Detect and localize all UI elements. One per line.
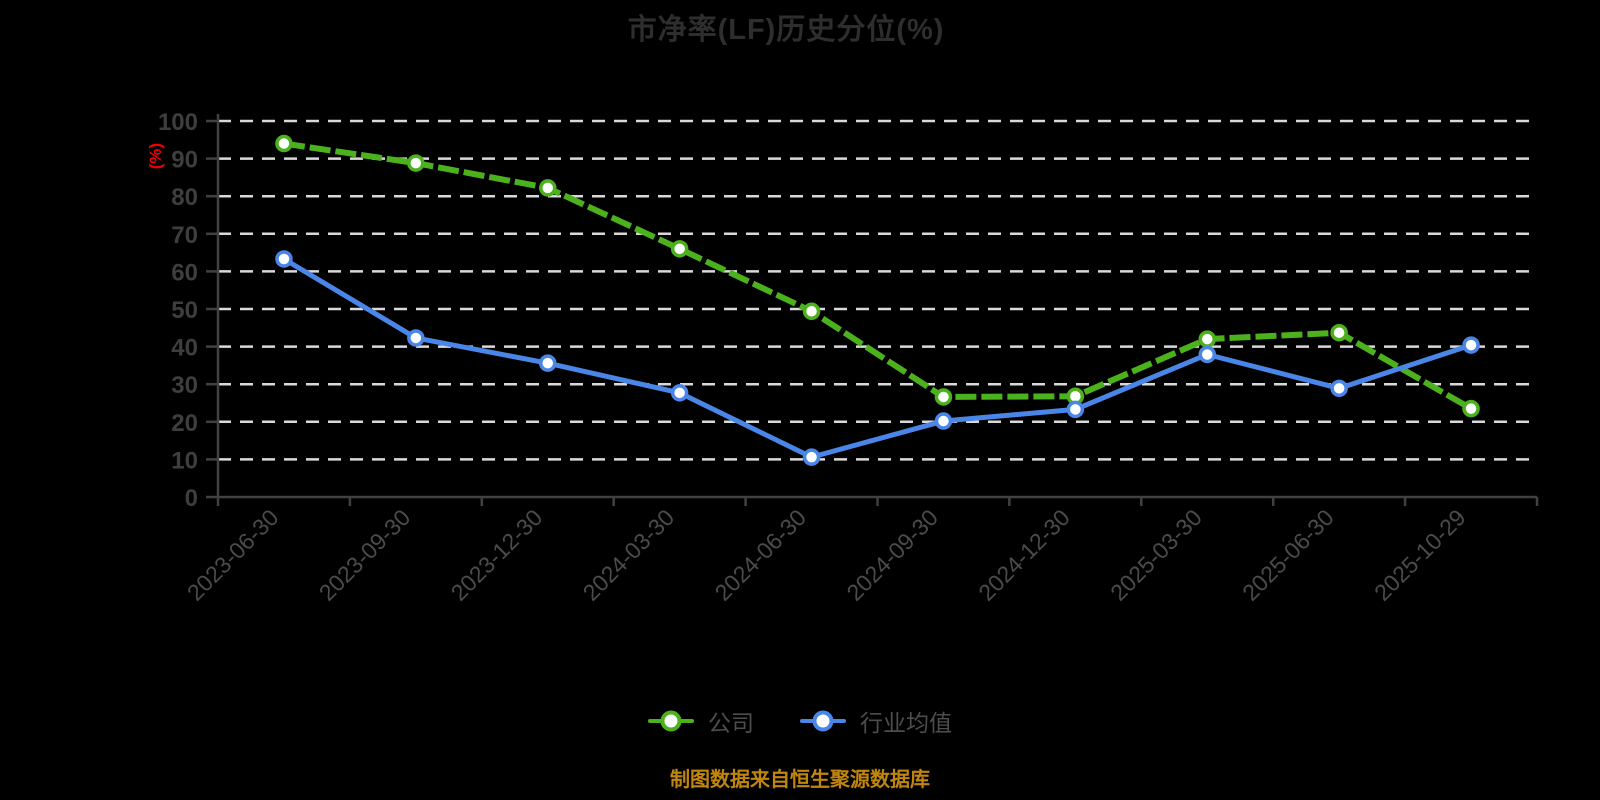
industry-dot-icon xyxy=(812,710,834,732)
industry-data-point[interactable] xyxy=(934,412,953,430)
company-data-point[interactable] xyxy=(275,134,293,153)
industry-data-point[interactable] xyxy=(1462,336,1480,354)
industry-data-point[interactable] xyxy=(1066,400,1085,419)
industry-data-point[interactable] xyxy=(539,354,557,372)
industry-data-point[interactable] xyxy=(1198,345,1216,364)
industry-data-point[interactable] xyxy=(407,329,425,347)
y-axis-tick-label: 20 xyxy=(171,410,198,437)
legend-label-industry-average: 行业均值 xyxy=(860,710,952,736)
industry-line-marker-icon xyxy=(800,710,846,732)
company-data-point[interactable] xyxy=(670,240,689,258)
legend: 公司 行业均值 xyxy=(0,704,1600,738)
company-data-point[interactable] xyxy=(539,179,557,197)
y-axis-tick-label: 70 xyxy=(171,222,198,249)
industry-data-point[interactable] xyxy=(1330,379,1348,398)
company-data-point[interactable] xyxy=(1198,330,1216,348)
legend-item-company[interactable]: 公司 xyxy=(648,704,754,738)
chart-title: 市净率(LF)历史分位(%) xyxy=(627,14,945,46)
y-axis-tick-label: 60 xyxy=(171,259,198,286)
x-axis-tick-label: 2023-09-30 xyxy=(314,504,416,606)
industry-data-point[interactable] xyxy=(275,250,293,268)
company-series-line xyxy=(283,140,1473,412)
company-data-point[interactable] xyxy=(934,388,953,406)
x-axis-tick-label: 2025-10-29 xyxy=(1369,504,1471,606)
y-axis-tick-label: 0 xyxy=(185,485,198,512)
x-axis-tick-label: 2024-06-30 xyxy=(710,504,812,606)
y-axis-tick-label: 90 xyxy=(171,147,198,174)
legend-label-company: 公司 xyxy=(708,710,754,736)
data-source-caption: 制图数据来自恒生聚源数据库 xyxy=(670,769,930,791)
x-axis-tick-label: 2025-06-30 xyxy=(1237,504,1339,606)
company-data-point[interactable] xyxy=(407,154,425,172)
x-axis-tick-label: 2023-12-30 xyxy=(446,504,548,606)
legend-item-industry-average[interactable]: 行业均值 xyxy=(800,704,952,738)
y-axis-tick-label: 50 xyxy=(171,297,198,324)
industry-series-line xyxy=(282,256,1472,460)
x-axis-tick-label: 2024-03-30 xyxy=(578,504,680,606)
y-axis-tick-label: 100 xyxy=(158,109,198,136)
company-data-point[interactable] xyxy=(1462,399,1480,418)
y-axis-tick-label: 80 xyxy=(171,184,198,211)
company-line-marker-icon xyxy=(648,710,694,732)
company-data-point[interactable] xyxy=(802,302,821,321)
y-axis-tick-label: 10 xyxy=(171,447,198,474)
x-axis-tick-label: 2024-12-30 xyxy=(973,504,1075,606)
x-axis-tick-label: 2025-03-30 xyxy=(1105,504,1207,606)
company-dot-icon xyxy=(660,710,682,732)
y-axis-tick-label: 40 xyxy=(171,335,198,362)
industry-data-point[interactable] xyxy=(802,448,821,466)
x-axis-tick-label: 2023-06-30 xyxy=(182,504,284,606)
industry-data-point[interactable] xyxy=(670,384,689,402)
x-axis-tick-label: 2024-09-30 xyxy=(841,504,943,606)
company-data-point[interactable] xyxy=(1330,323,1348,342)
y-axis-tick-label: 30 xyxy=(171,372,198,399)
